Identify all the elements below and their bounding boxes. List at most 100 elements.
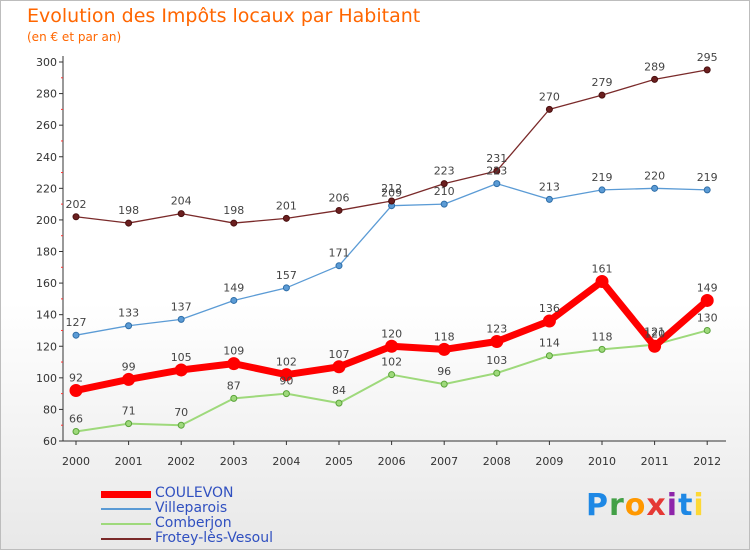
data-point [279,368,293,382]
logo-letter: i [666,488,679,523]
x-tick-label: 2007 [430,455,458,468]
data-label: 213 [539,180,560,193]
data-point [703,186,711,194]
y-tick-label: 60 [43,435,57,448]
data-label: 202 [66,198,87,211]
data-label: 118 [434,330,455,343]
data-label: 270 [539,90,560,103]
data-label: 120 [644,327,665,340]
data-label: 223 [434,165,455,178]
data-point [227,357,241,371]
y-tick-label: 160 [36,277,57,290]
y-tick-label: 300 [36,56,57,69]
data-label: 289 [644,60,665,73]
data-point [388,371,396,379]
data-point [72,213,80,221]
data-label: 102 [381,356,402,369]
data-label: 102 [276,356,297,369]
y-tick-label: 100 [36,372,57,385]
logo-letter: P [586,488,609,523]
y-tick-label: 120 [36,340,57,353]
data-point [490,335,504,349]
data-label: 103 [486,354,507,367]
data-label: 114 [539,337,560,350]
data-point [651,75,659,83]
axes: 60 80 100 120 140 160 180 200 220 240 260 280 300 200… [36,56,726,468]
data-label: 219 [592,171,613,184]
data-label: 87 [227,379,241,392]
data-label: 118 [592,330,613,343]
legend-label: Comberjon [155,515,232,531]
proxiti-logo: Proxiti [586,488,705,523]
data-label: 223 [486,165,507,178]
y-tick-label: 140 [36,309,57,322]
data-label: 84 [332,384,346,397]
y-tick-label: 180 [36,246,57,259]
logo-letter: x [646,488,667,523]
logo-letter: t [678,488,694,523]
data-point [332,360,346,374]
data-point [282,390,290,398]
data-point [230,219,238,227]
data-label: 212 [381,182,402,195]
data-label: 137 [171,300,192,313]
data-label: 123 [486,323,507,336]
legend-swatch [101,538,151,540]
logo-letter: i [693,488,705,523]
y-tick-label: 240 [36,151,57,164]
y-tick-label: 260 [36,119,57,132]
data-point [545,195,553,203]
data-label: 209 [381,187,402,200]
data-point [177,421,185,429]
data-label: 66 [69,413,83,426]
data-label: 133 [118,307,139,320]
data-label: 92 [69,371,83,384]
data-point [335,399,343,407]
logo-letter: r [609,488,625,523]
legend-swatch [101,508,151,510]
data-point [72,331,80,339]
data-point [440,380,448,388]
x-tick-label: 2010 [588,455,616,468]
y-tick-label: 220 [36,182,57,195]
data-label: 201 [276,199,297,212]
data-labels: 92 99 105 109 102 107 120 118 123 136 161 120 149 127… [66,51,718,426]
x-tick-label: 2004 [272,455,300,468]
data-point [595,275,609,289]
data-label: 99 [122,360,136,373]
data-label: 121 [644,326,665,339]
data-label: 70 [174,406,188,419]
data-point [493,180,501,188]
data-point [493,369,501,377]
data-point [598,91,606,99]
data-label: 149 [697,281,718,294]
data-point [651,184,659,192]
data-label: 198 [118,204,139,217]
x-tick-label: 2011 [641,455,669,468]
data-point [493,167,501,175]
legend-swatch [101,490,151,498]
x-tick-label: 2000 [62,455,90,468]
data-point [282,214,290,222]
data-label: 120 [381,327,402,340]
data-point [282,284,290,292]
x-tick-label: 2003 [220,455,248,468]
data-point [388,197,396,205]
data-point [177,210,185,218]
data-point [125,420,133,428]
data-label: 107 [329,348,350,361]
x-tick-label: 2001 [115,455,143,468]
x-tick-label: 2012 [693,455,721,468]
data-label: 220 [644,169,665,182]
x-tick-label: 2008 [483,455,511,468]
data-label: 295 [697,51,718,64]
data-label: 90 [279,375,293,388]
legend-label: Villeparois [155,500,228,516]
data-label: 71 [122,405,136,418]
data-label: 210 [434,185,455,198]
data-point [69,383,83,397]
data-point [703,326,711,334]
data-point [545,352,553,360]
data-point [174,363,188,377]
